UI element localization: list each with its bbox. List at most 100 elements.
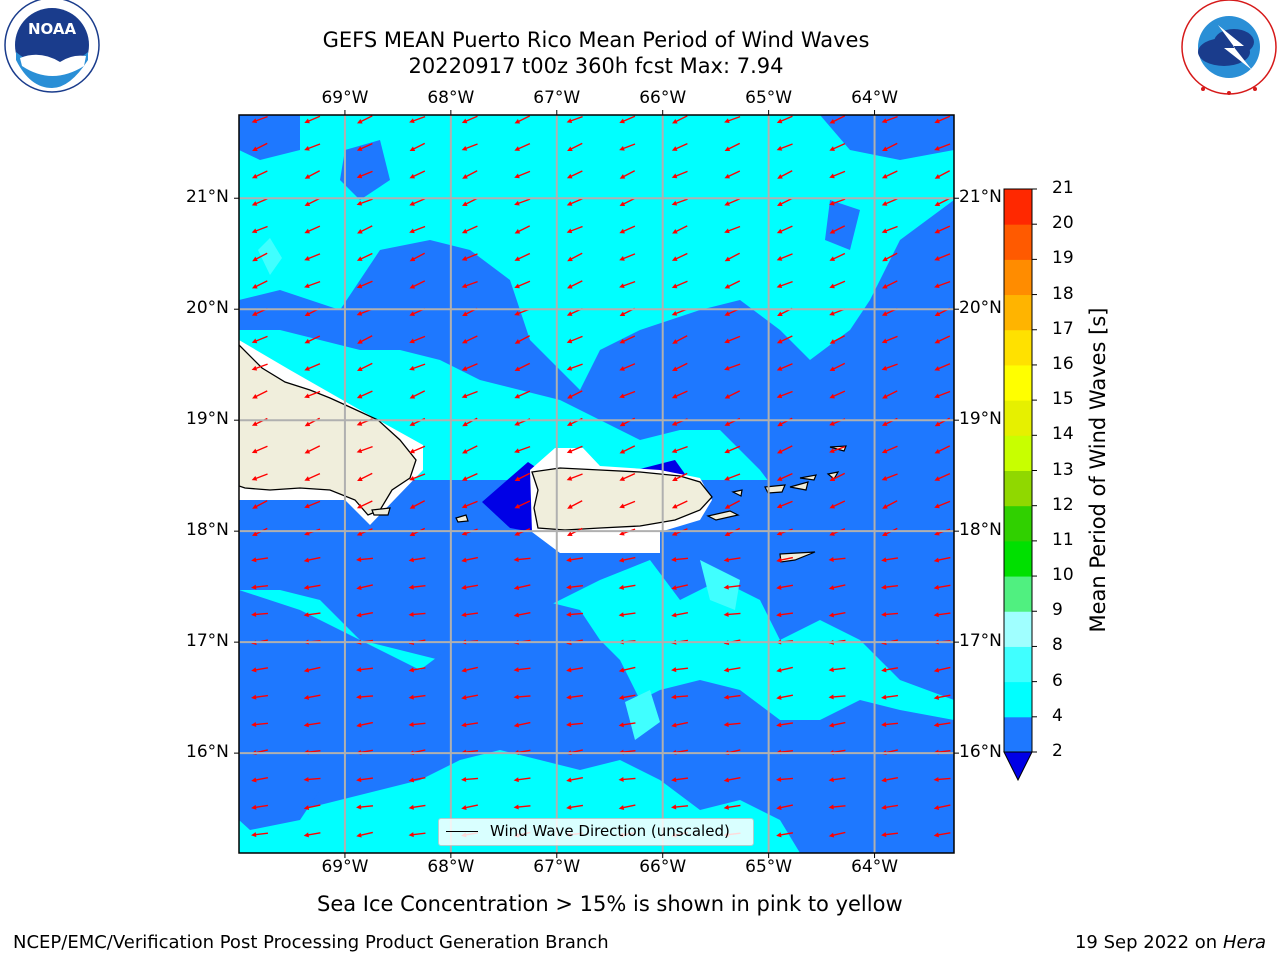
- wave-arrow-shaft: [516, 115, 531, 123]
- lon-label-top: 65°W: [745, 88, 793, 108]
- wave-arrow-head: [409, 365, 415, 371]
- wave-arrow-head: [724, 531, 731, 536]
- wave-arrow-head: [409, 531, 416, 536]
- wave-arrow-shaft: [358, 805, 374, 808]
- wave-arrow-shaft: [254, 473, 268, 480]
- wave-arrow-head: [356, 503, 363, 509]
- wave-arrow-head: [619, 118, 625, 124]
- wave-arrow-head: [671, 146, 678, 151]
- wave-arrow-head: [881, 667, 887, 673]
- wave-arrow-shaft: [306, 777, 321, 781]
- gridlines: [239, 115, 954, 853]
- wave-arrow-head: [513, 585, 520, 591]
- wave-arrow-head: [566, 421, 573, 426]
- puerto-rico-land: [531, 467, 713, 531]
- wave-arrow-head: [251, 611, 257, 617]
- wave-arrow-shaft: [936, 556, 951, 562]
- wave-arrow-shaft: [778, 832, 794, 836]
- wave-arrow-head: [724, 118, 730, 124]
- wave-arrow-shaft: [464, 363, 478, 370]
- wave-arrow-shaft: [463, 584, 479, 589]
- colorbar-tick-label: 19: [1052, 248, 1074, 269]
- colorbar-tick-label: 2: [1052, 741, 1063, 761]
- colorbar-segment: [1004, 646, 1032, 683]
- colorbar-segment: [1004, 294, 1032, 331]
- wave-arrow-shaft: [516, 362, 531, 371]
- wave-arrow-shaft: [778, 749, 794, 754]
- wave-arrow-shaft: [411, 335, 426, 343]
- wave-arrow-head: [776, 366, 783, 371]
- wave-arrow-shaft: [411, 142, 426, 151]
- wave-arrow-shaft: [411, 557, 426, 561]
- wave-arrow-shaft: [726, 776, 741, 782]
- wave-arrow-shaft: [936, 335, 951, 343]
- legend-box: [438, 818, 754, 846]
- wave-arrow-head: [776, 557, 782, 563]
- wave-arrow-shaft: [674, 252, 688, 261]
- wave-arrow-head: [514, 283, 520, 289]
- wave-arrow-head: [356, 173, 363, 179]
- colorbar-tick-label: 14: [1052, 424, 1074, 445]
- wave-arrow-head: [933, 612, 939, 618]
- wave-arrow-head: [409, 201, 415, 206]
- wave-arrow-head: [776, 393, 783, 399]
- wave-arrow-head: [777, 421, 783, 427]
- wave-arrow-shaft: [516, 611, 531, 617]
- wave-arrow-shaft: [359, 225, 373, 233]
- wave-arrow-shaft: [831, 445, 846, 453]
- wave-arrow-head: [881, 804, 887, 810]
- wave-arrow-shaft: [779, 445, 793, 453]
- wave-arrow-shaft: [569, 170, 583, 178]
- wave-arrow-head: [776, 776, 782, 782]
- wave-arrow-head: [409, 475, 415, 481]
- map-frame: [238, 114, 955, 854]
- wave-arrow-head: [304, 393, 310, 399]
- colorbar-segment: [1004, 611, 1032, 647]
- wave-arrow-head: [409, 448, 415, 454]
- wave-arrow-head: [408, 584, 414, 590]
- wave-arrow-head: [672, 339, 678, 344]
- wave-arrow-head: [671, 667, 677, 673]
- wave-arrow-head: [461, 667, 467, 673]
- wave-arrow-shaft: [568, 557, 584, 561]
- wave-arrow-head: [566, 228, 573, 234]
- wave-arrow-shaft: [411, 198, 426, 205]
- wave-arrow-shaft: [306, 473, 321, 480]
- wave-arrow-head: [251, 228, 258, 234]
- wave-arrow-head: [777, 311, 783, 317]
- wave-arrow-head: [881, 201, 888, 206]
- wave-arrow-head: [671, 283, 678, 289]
- wave-arrow-shaft: [568, 612, 584, 616]
- wave-arrow-shaft: [726, 198, 741, 205]
- wave-arrow-head: [724, 394, 731, 399]
- wave-arrow-head: [882, 394, 888, 399]
- wave-arrow-head: [724, 146, 731, 152]
- wave-arrow-head: [251, 584, 257, 590]
- wave-arrow-head: [881, 338, 888, 344]
- wave-arrow-shaft: [883, 584, 899, 589]
- wave-arrow-shaft: [779, 666, 793, 672]
- wave-arrow-head: [514, 448, 520, 454]
- wave-arrow-shaft: [726, 170, 741, 178]
- wave-arrow-head: [776, 145, 783, 151]
- wave-arrow-head: [251, 311, 258, 316]
- wave-arrow-head: [514, 421, 520, 426]
- wave-arrow-shaft: [883, 612, 899, 616]
- wave-arrow-shaft: [254, 115, 268, 123]
- wave-arrow-shaft: [359, 362, 373, 371]
- wave-arrow-head: [829, 256, 836, 261]
- wave-arrow-shaft: [726, 694, 741, 699]
- wave-arrow-head: [934, 448, 941, 454]
- wave-arrow-shaft: [411, 280, 426, 288]
- wave-arrow-shaft: [516, 500, 531, 508]
- wave-arrow-shaft: [306, 556, 321, 562]
- wave-arrow-shaft: [253, 832, 269, 836]
- wave-arrow-shaft: [411, 804, 426, 809]
- wave-arrow-shaft: [936, 777, 951, 781]
- wave-arrow-shaft: [726, 722, 741, 726]
- wave-arrow-head: [723, 722, 729, 728]
- lon-label-bottom: 68°W: [427, 857, 475, 877]
- wave-arrow-head: [881, 777, 887, 783]
- wave-arrow-head: [618, 805, 625, 810]
- lat-label-right: 20°N: [959, 298, 1002, 319]
